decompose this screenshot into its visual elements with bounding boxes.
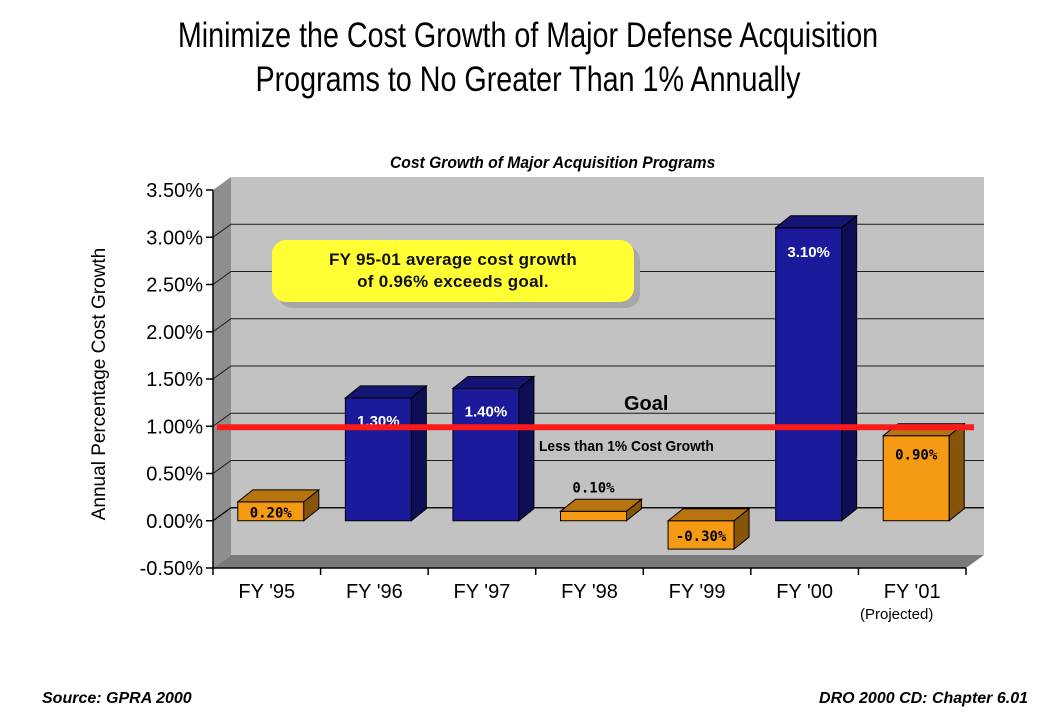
x-tick-label: FY '97 — [454, 581, 511, 603]
x-tick-label: FY '96 — [346, 581, 403, 603]
gridline — [212, 223, 984, 238]
y-tick-label: 0.00% — [146, 511, 203, 533]
bar — [344, 397, 412, 522]
zero-baseline — [212, 507, 984, 522]
goal-sublabel: Less than 1% Cost Growth — [539, 438, 714, 455]
page-title-line-2: Programs to No Greater Than 1% Annually — [255, 60, 801, 99]
x-tick-label: FY '00 — [776, 581, 833, 603]
bar-side — [948, 422, 965, 522]
callout-line-2: of 0.96% exceeds goal. — [357, 272, 549, 291]
data-label: 3.10% — [787, 244, 830, 261]
projected-note: (Projected) — [860, 606, 934, 623]
y-tick-label: -0.50% — [140, 558, 204, 580]
y-tick-label: 2.50% — [146, 275, 203, 297]
callout-line-1: FY 95-01 average cost growth — [328, 250, 578, 269]
chart-title: Cost Growth of Major Acquisition Program… — [390, 153, 716, 172]
chapter-footer: DRO 2000 CD: Chapter 6.01 — [819, 690, 1028, 707]
data-label: 0.20% — [250, 505, 293, 521]
data-label: -0.30% — [676, 529, 727, 545]
goal-label: Goal — [624, 393, 669, 415]
bar-side — [841, 214, 858, 522]
bar-side — [626, 498, 642, 522]
average-callout: FY 95-01 average cost growth of 0.96% ex… — [272, 240, 634, 302]
gridline — [212, 271, 984, 285]
gridline — [212, 365, 984, 380]
gridline — [212, 412, 984, 427]
bar-side — [518, 375, 535, 522]
bar — [560, 510, 627, 522]
page-title-line-1: Minimize the Cost Growth of Major Defens… — [177, 16, 879, 55]
bar-side — [303, 488, 320, 522]
source-footer: Source: GPRA 2000 — [42, 690, 192, 707]
x-tick-label: FY '01 — [884, 581, 941, 603]
plot-floor — [213, 555, 984, 568]
y-tick-label: 3.00% — [146, 227, 203, 249]
y-tick-label: 2.00% — [146, 322, 203, 344]
x-tick-label: FY '95 — [238, 581, 295, 603]
y-tick-label: 3.50% — [146, 180, 203, 202]
x-tick-label: FY '99 — [669, 581, 726, 603]
y-tick-label: 1.00% — [146, 416, 203, 438]
bar-side — [410, 384, 427, 522]
x-tick-label: FY '98 — [561, 581, 618, 603]
bar — [667, 520, 735, 550]
bar-side — [733, 507, 750, 551]
gridline — [212, 460, 984, 474]
data-label: 0.90% — [895, 448, 938, 464]
y-tick-label: 0.50% — [146, 464, 203, 486]
gridline — [212, 318, 984, 333]
y-tick-label: 1.50% — [146, 369, 203, 391]
bar — [775, 227, 843, 522]
data-label: 0.10% — [572, 480, 615, 496]
data-label: 1.40% — [465, 403, 508, 420]
